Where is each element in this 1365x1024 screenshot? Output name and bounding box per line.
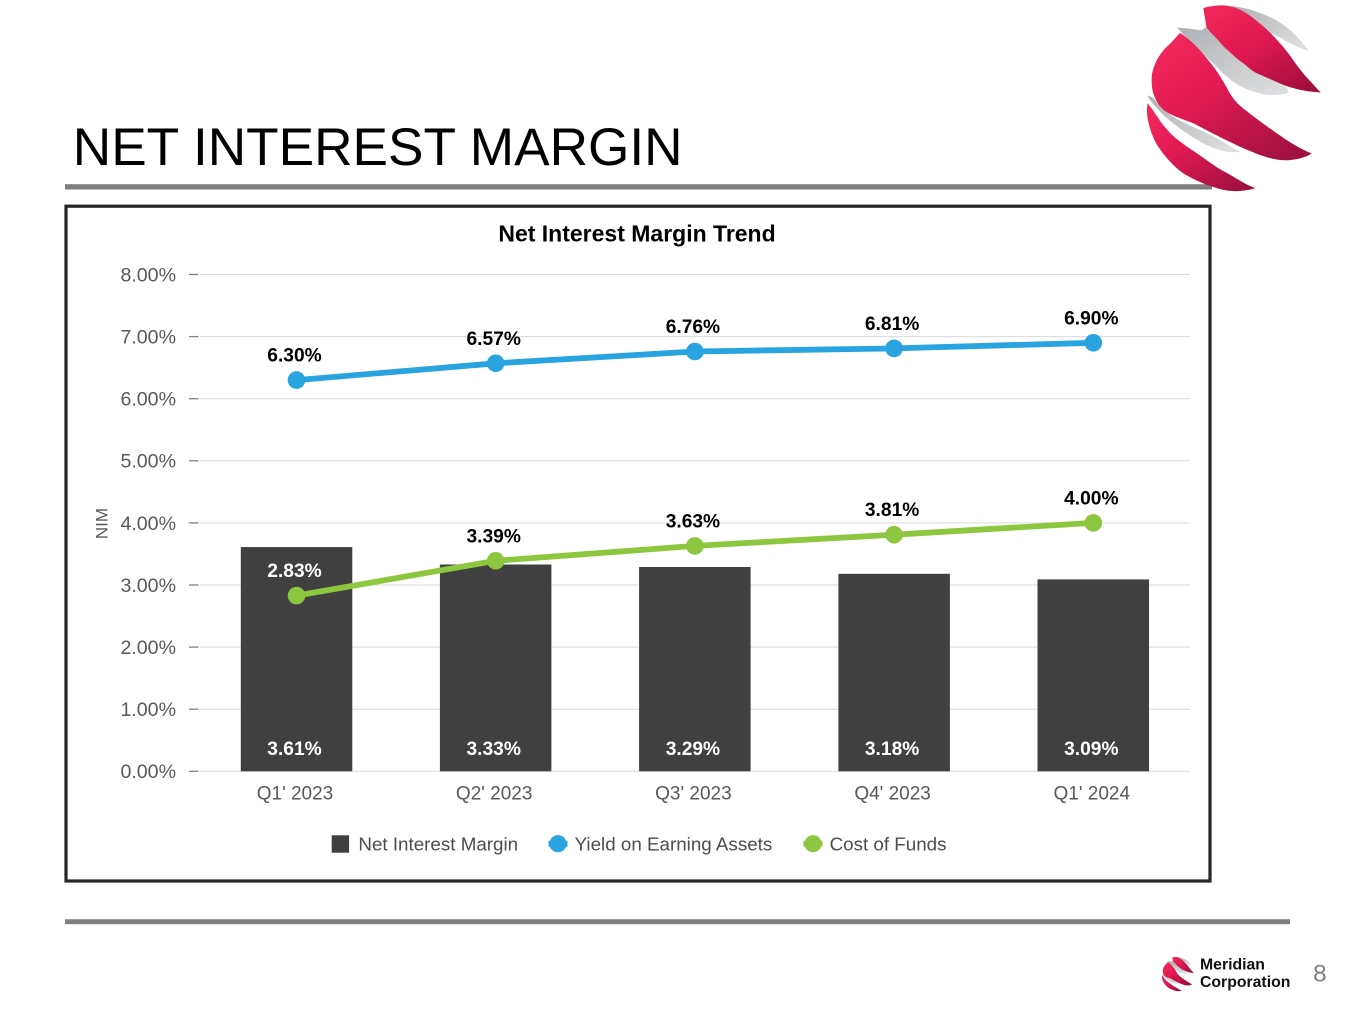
svg-text:0.00%: 0.00% <box>120 761 176 783</box>
svg-text:3.81%: 3.81% <box>865 500 919 521</box>
svg-text:3.09%: 3.09% <box>1064 739 1118 760</box>
svg-text:Q2' 2023: Q2' 2023 <box>456 784 533 805</box>
svg-text:3.33%: 3.33% <box>466 739 520 760</box>
svg-text:Cost of Funds: Cost of Funds <box>830 833 947 854</box>
svg-text:Net Interest Margin Trend: Net Interest Margin Trend <box>498 221 775 247</box>
svg-text:6.81%: 6.81% <box>865 314 919 335</box>
svg-text:6.90%: 6.90% <box>1064 308 1118 329</box>
svg-text:3.29%: 3.29% <box>666 739 720 760</box>
svg-text:Corporation: Corporation <box>1200 974 1290 991</box>
svg-text:Net Interest Margin: Net Interest Margin <box>358 833 518 854</box>
svg-text:Yield on Earning Assets: Yield on Earning Assets <box>575 833 773 854</box>
svg-text:4.00%: 4.00% <box>120 513 176 535</box>
svg-text:8: 8 <box>1313 961 1327 988</box>
svg-text:6.57%: 6.57% <box>466 329 520 350</box>
svg-text:2.83%: 2.83% <box>267 561 321 582</box>
svg-text:2.00%: 2.00% <box>120 637 176 659</box>
svg-text:Q3' 2023: Q3' 2023 <box>655 784 732 805</box>
svg-text:6.30%: 6.30% <box>267 346 321 367</box>
svg-text:3.18%: 3.18% <box>865 739 919 760</box>
svg-text:NET INTEREST MARGIN: NET INTEREST MARGIN <box>73 118 683 177</box>
svg-text:NIM: NIM <box>92 508 111 539</box>
svg-text:4.00%: 4.00% <box>1064 488 1118 509</box>
svg-text:8.00%: 8.00% <box>120 264 176 286</box>
svg-text:3.61%: 3.61% <box>267 739 321 760</box>
svg-text:7.00%: 7.00% <box>120 327 176 349</box>
svg-text:Q1' 2023: Q1' 2023 <box>257 784 334 805</box>
svg-text:Q4' 2023: Q4' 2023 <box>854 784 931 805</box>
svg-text:6.76%: 6.76% <box>666 317 720 338</box>
svg-text:Q1' 2024: Q1' 2024 <box>1054 784 1131 805</box>
svg-text:6.00%: 6.00% <box>120 389 176 411</box>
svg-text:1.00%: 1.00% <box>120 699 176 721</box>
svg-text:3.39%: 3.39% <box>466 526 520 547</box>
svg-text:3.63%: 3.63% <box>666 511 720 532</box>
svg-text:5.00%: 5.00% <box>120 451 176 473</box>
svg-text:3.00%: 3.00% <box>120 575 176 597</box>
svg-text:Meridian: Meridian <box>1200 957 1265 974</box>
